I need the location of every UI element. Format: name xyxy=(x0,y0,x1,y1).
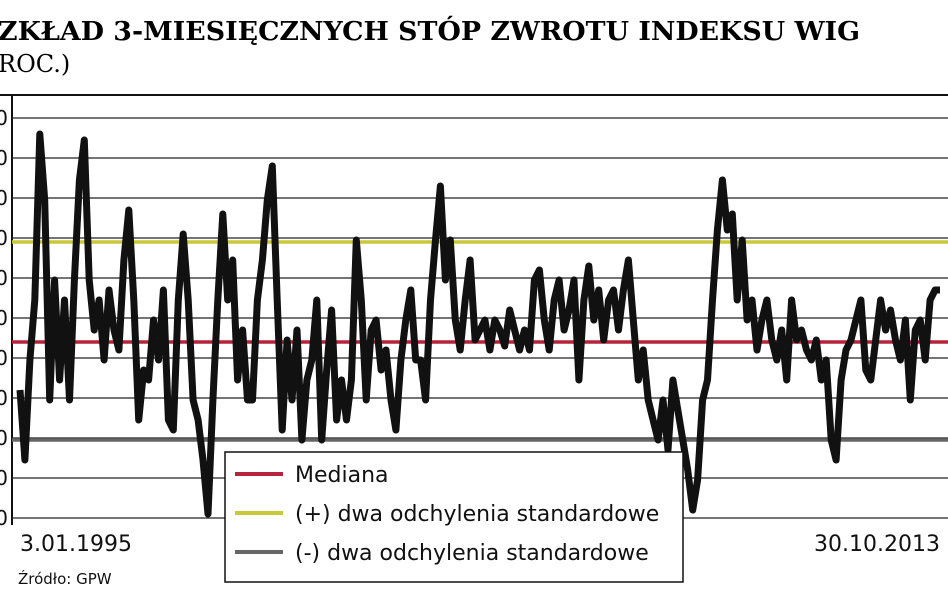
data-line xyxy=(16,130,940,518)
y-tick-label: 50 xyxy=(0,146,8,170)
y-tick-label: 0 xyxy=(0,346,8,370)
legend-label: Mediana xyxy=(295,463,389,488)
chart-title: ZKŁAD 3-MIESIĘCZNYCH STÓP ZWROTU INDEKSU… xyxy=(0,15,860,47)
legend-label: (-) dwa odchylenia standardowe xyxy=(295,541,649,566)
y-tick-label: 60 xyxy=(0,106,8,130)
source: Źródło: GPW xyxy=(18,569,112,588)
y-tick-label: 10 xyxy=(0,306,8,330)
chart-subtitle: ROC.) xyxy=(0,50,70,78)
y-tick-label: 30 xyxy=(0,226,8,250)
x-tick-label: 3.01.1995 xyxy=(20,532,132,557)
x-tick-label: 30.10.2013 xyxy=(814,532,940,557)
y-tick-label: 20 xyxy=(0,266,8,290)
y-tick-label: -20 xyxy=(0,426,8,450)
legend-label: (+) dwa odchylenia standardowe xyxy=(295,502,659,527)
y-tick-label: 40 xyxy=(0,186,8,210)
y-tick-label: -40 xyxy=(0,506,8,530)
legend-box xyxy=(224,451,684,583)
y-tick-label: -10 xyxy=(0,386,8,410)
y-tick-label: -30 xyxy=(0,466,8,490)
